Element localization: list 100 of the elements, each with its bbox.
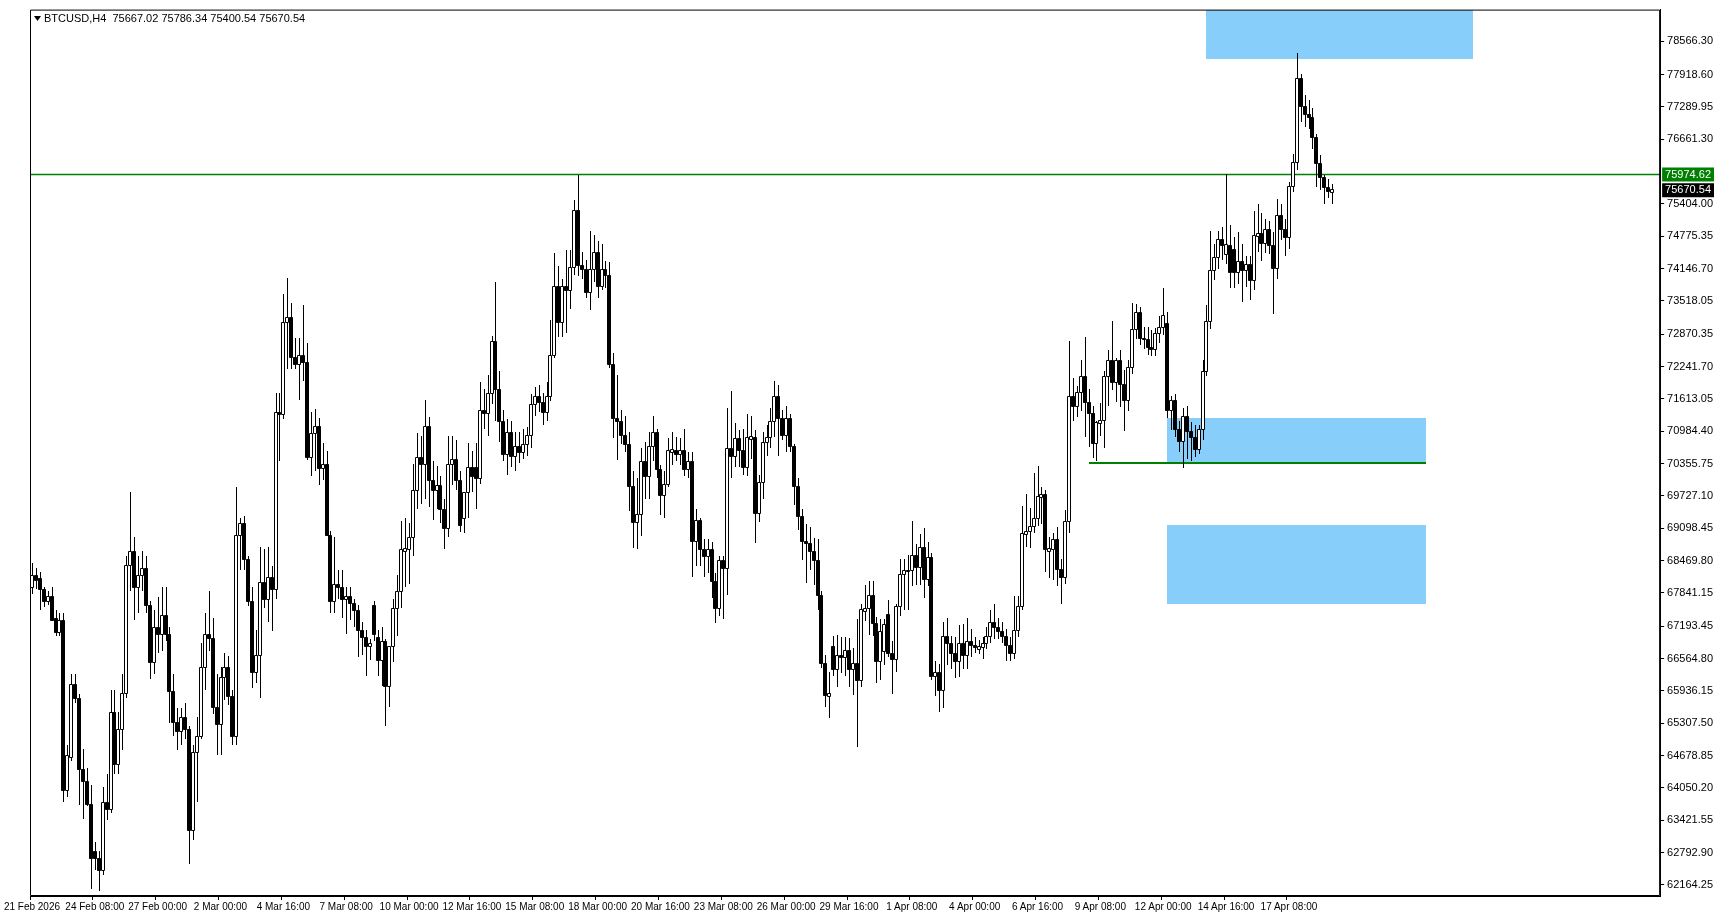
x-tick-label: 23 Mar 08:00 <box>693 900 754 912</box>
candlestick <box>737 429 741 468</box>
candlestick <box>470 450 474 493</box>
candlestick <box>1173 393 1177 438</box>
candlestick <box>961 623 965 670</box>
candlestick <box>505 418 509 476</box>
candlestick <box>1138 306 1142 346</box>
x-tick-label: 24 Feb 08:00 <box>65 900 125 912</box>
y-tick-label: 69098.45 <box>1667 521 1714 534</box>
y-tick-label: 75404.00 <box>1667 196 1714 209</box>
candlestick <box>340 569 344 619</box>
x-tick-label: 7 Mar 08:00 <box>319 900 374 912</box>
y-tick-label: 66564.80 <box>1667 651 1714 664</box>
candlestick <box>1193 424 1197 458</box>
x-tick-label: 17 Apr 08:00 <box>1260 900 1318 912</box>
candlestick <box>1244 255 1248 288</box>
candlestick <box>1083 336 1087 438</box>
candlestick <box>682 428 686 477</box>
candlestick <box>957 624 961 678</box>
candlestick <box>647 431 651 500</box>
candlestick <box>576 174 580 277</box>
candlestick <box>313 408 317 472</box>
y-tick-label: 74146.70 <box>1667 261 1714 274</box>
candlestick <box>969 628 973 658</box>
x-tick-label: 12 Mar 16:00 <box>442 900 502 912</box>
candlestick <box>34 567 38 590</box>
y-tick-label: 70355.75 <box>1667 456 1714 469</box>
candlestick <box>1012 595 1016 660</box>
candlestick <box>843 636 847 677</box>
y-tick-label: 73518.05 <box>1667 293 1714 306</box>
y-tick-label: 62792.90 <box>1667 845 1714 858</box>
candlestick <box>258 546 262 699</box>
x-tick-label: 4 Mar 16:00 <box>256 900 311 912</box>
candlestick <box>513 431 517 472</box>
x-tick-label: 20 Mar 16:00 <box>630 900 691 912</box>
candlestick <box>1114 357 1118 403</box>
candlestick <box>953 636 957 679</box>
candlestick <box>941 621 945 709</box>
candlestick <box>1043 489 1047 573</box>
candlestick <box>878 618 882 681</box>
candlestick <box>368 638 372 661</box>
candlestick <box>1240 243 1244 303</box>
y-tick-label: 65307.50 <box>1667 716 1714 729</box>
candlestick <box>1149 329 1153 357</box>
candlestick <box>1146 326 1150 356</box>
y-tick-label: 74775.35 <box>1667 229 1714 242</box>
candlestick <box>266 546 270 623</box>
candlestick <box>784 405 788 453</box>
candlestick <box>741 428 745 476</box>
y-tick-label: 64050.20 <box>1667 780 1714 793</box>
candlestick <box>38 571 42 611</box>
candlestick <box>1220 226 1224 261</box>
y-tick-label: 78566.30 <box>1667 34 1714 47</box>
candlestick <box>851 647 855 696</box>
y-tick-label: 77289.95 <box>1667 99 1714 112</box>
y-tick-label: 65936.15 <box>1667 683 1714 696</box>
candlestick <box>600 243 604 291</box>
candlestick <box>914 543 918 586</box>
candlestick <box>918 533 922 586</box>
candlestick <box>922 527 926 599</box>
candlestick <box>776 384 780 457</box>
x-tick-label: 29 Mar 16:00 <box>819 900 879 912</box>
y-tick-label: 72241.70 <box>1667 359 1714 372</box>
candlestick <box>493 281 497 422</box>
x-tick-label: 21 Feb 2026 <box>3 900 61 912</box>
candlestick <box>234 486 238 746</box>
candlestick <box>521 428 525 460</box>
candlestick <box>344 586 348 635</box>
candlestick <box>745 413 749 477</box>
y-tick-label: 77918.60 <box>1667 67 1714 80</box>
y-tick-label: 69727.10 <box>1667 488 1714 501</box>
x-tick-label: 4 Apr 00:00 <box>949 900 1001 912</box>
x-tick-label: 12 Apr 00:00 <box>1134 900 1193 912</box>
x-tick-label: 6 Apr 16:00 <box>1011 900 1064 912</box>
candlestick <box>564 249 568 334</box>
candlestick <box>992 603 996 640</box>
candlestick <box>588 230 592 311</box>
text: 75670.54 <box>1665 183 1712 196</box>
x-tick-label: 18 Mar 00:00 <box>568 900 628 912</box>
candlestick <box>1051 532 1055 581</box>
x-tick-label: 9 Apr 08:00 <box>1074 900 1127 912</box>
candlestick <box>867 580 871 636</box>
candlestick <box>466 442 470 519</box>
candlestick <box>1000 621 1004 644</box>
x-tick-label: 26 Mar 00:00 <box>756 900 817 912</box>
y-tick-label: 62164.25 <box>1667 878 1714 891</box>
candlestick <box>336 569 340 600</box>
candlestick <box>1181 407 1185 469</box>
y-tick-label: 67841.15 <box>1667 585 1714 598</box>
x-tick-label: 14 Apr 16:00 <box>1197 900 1255 912</box>
candlestick <box>1185 405 1189 460</box>
candlestick <box>152 609 156 675</box>
x-tick-label: 1 Apr 08:00 <box>886 900 938 912</box>
y-tick-label: 67193.45 <box>1667 619 1714 632</box>
candlestick <box>1232 236 1236 289</box>
y-tick-label: 64678.85 <box>1667 748 1714 761</box>
y-tick-label: 76661.30 <box>1667 132 1714 145</box>
candlestick <box>965 617 969 670</box>
y-tick-label: 63421.55 <box>1667 813 1714 826</box>
x-tick-label: 10 Mar 00:00 <box>379 900 439 912</box>
